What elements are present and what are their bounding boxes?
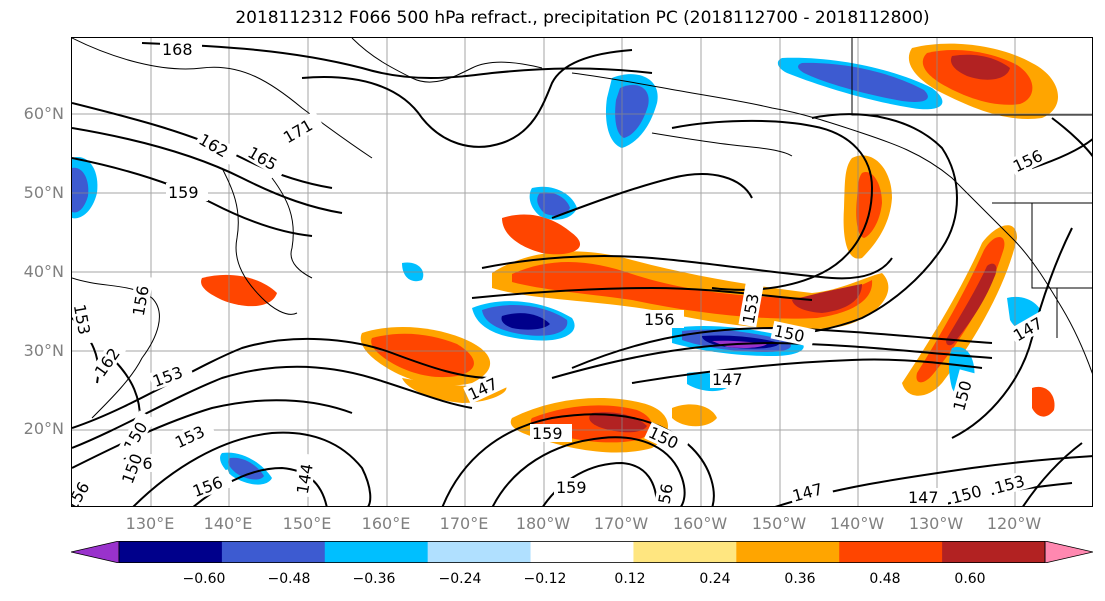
lat-label: 60°N bbox=[23, 104, 64, 123]
lat-label: 20°N bbox=[23, 419, 64, 438]
colorbar-tick-label: 0.60 bbox=[954, 571, 986, 587]
lon-label: 170°E bbox=[439, 514, 489, 533]
map-title: 2018112312 F066 500 hPa refract., precip… bbox=[235, 8, 930, 28]
colorbar-segment bbox=[427, 541, 532, 563]
colorbar bbox=[71, 541, 1093, 563]
contour-label: 159 bbox=[556, 478, 587, 497]
colorbar-extend-high bbox=[1044, 541, 1093, 563]
lon-label: 130°E bbox=[125, 514, 175, 533]
lat-label: 50°N bbox=[23, 183, 64, 202]
colorbar-tick-label: 0.48 bbox=[869, 571, 901, 587]
contour-label: 156 bbox=[644, 310, 675, 329]
colorbar-segment bbox=[839, 541, 943, 563]
colorbar-segment bbox=[633, 541, 737, 563]
lon-label: 150°E bbox=[282, 514, 332, 533]
colorbar-tick-label: 0.12 bbox=[614, 571, 646, 587]
colorbar-tick-label: −0.12 bbox=[523, 571, 567, 587]
contour-label: 153 bbox=[150, 363, 185, 391]
lon-label: 170°W bbox=[593, 514, 649, 533]
coastlines bbox=[72, 38, 1092, 419]
contour-label: 159 bbox=[168, 183, 199, 202]
contour-label: 156 bbox=[190, 473, 225, 501]
colorbar-tick-label: 0.24 bbox=[699, 571, 731, 587]
lon-label: 160°W bbox=[672, 514, 728, 533]
lat-label: 30°N bbox=[23, 341, 64, 360]
colorbar-frame bbox=[118, 541, 1046, 563]
map-canvas: 168 171 162 165 159 156 153 150 147 144 … bbox=[72, 38, 1092, 507]
lon-label: 140°E bbox=[203, 514, 253, 533]
colorbar-segment bbox=[324, 541, 429, 563]
map-panel: 168 171 162 165 159 156 153 150 147 144 … bbox=[71, 37, 1093, 507]
contour-label: 159 bbox=[532, 424, 563, 443]
contour-label: 156 bbox=[129, 284, 153, 317]
lon-label: 180°W bbox=[515, 514, 571, 533]
lon-label: 150°W bbox=[751, 514, 807, 533]
colorbar-tick-label: −0.36 bbox=[352, 571, 396, 587]
contour-label: 147 bbox=[712, 370, 743, 389]
colorbar-segment bbox=[119, 541, 223, 563]
colorbar-tick-label: −0.48 bbox=[267, 571, 311, 587]
precipitation-shading bbox=[72, 43, 1059, 485]
contour-label: 168 bbox=[162, 40, 193, 59]
contour-label: 156 bbox=[653, 482, 677, 507]
colorbar-extend-low bbox=[71, 541, 120, 563]
colorbar-segment bbox=[736, 541, 840, 563]
lon-label: 130°W bbox=[908, 514, 964, 533]
contour-label: 153 bbox=[992, 471, 1026, 497]
contour-label-group: 168 171 162 165 159 156 153 150 147 144 … bbox=[72, 40, 1054, 507]
contour-label: 153 bbox=[72, 303, 94, 336]
colorbar-tick-label: −0.60 bbox=[182, 571, 226, 587]
lon-label: 160°E bbox=[361, 514, 411, 533]
contour-label: 144 bbox=[293, 462, 317, 495]
colorbar-tick-label: −0.24 bbox=[438, 571, 482, 587]
colorbar-segment bbox=[221, 541, 326, 563]
lon-label: 140°W bbox=[829, 514, 885, 533]
contour-label: 147 bbox=[790, 479, 824, 505]
contour-label: 150 bbox=[949, 481, 983, 507]
colorbar-segment bbox=[530, 541, 634, 563]
lat-label: 40°N bbox=[23, 262, 64, 281]
lon-label: 120°W bbox=[986, 514, 1042, 533]
colorbar-tick-label: 0.36 bbox=[784, 571, 816, 587]
contour-label: 147 bbox=[908, 488, 939, 507]
colorbar-segment bbox=[942, 541, 1046, 563]
